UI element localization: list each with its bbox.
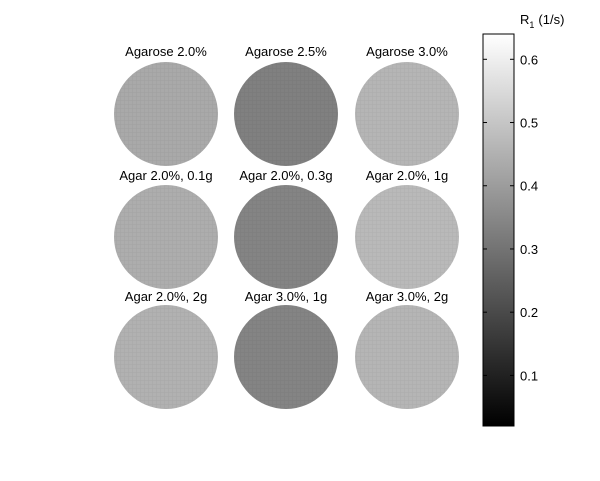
colorbar-tick-label: 0.2 xyxy=(520,305,538,320)
colorbar-tick-label: 0.3 xyxy=(520,242,538,257)
phantom-label: Agar 2.0%, 2g xyxy=(125,289,207,304)
phantom-pixel-texture xyxy=(355,305,459,409)
colorbar-tick-label: 0.4 xyxy=(520,179,538,194)
phantom-label: Agarose 2.0% xyxy=(125,44,207,59)
phantom-panel: Agar 3.0%, 1g xyxy=(234,289,338,409)
phantom-panel: Agar 2.0%, 0.1g xyxy=(114,168,218,289)
colorbar-tick-label: 0.5 xyxy=(520,116,538,131)
phantom-pixel-texture xyxy=(355,185,459,289)
phantom-label: Agar 3.0%, 2g xyxy=(366,289,448,304)
phantom-pixel-texture xyxy=(114,305,218,409)
phantom-panel: Agarose 2.0% xyxy=(114,44,218,166)
phantom-panels: Agarose 2.0% Agarose 2.5% Agarose 3.0% Agar… xyxy=(114,44,459,409)
colorbar-ticks: 0.6 0.5 0.4 0.3 0.2 0.1 xyxy=(483,52,538,383)
phantom-label: Agarose 2.5% xyxy=(245,44,327,59)
colorbar-tick-label: 0.6 xyxy=(520,52,538,67)
colorbar-label: R1 (1/s) xyxy=(520,12,564,30)
phantom-panel: Agarose 3.0% xyxy=(355,44,459,166)
phantom-label: Agarose 3.0% xyxy=(366,44,448,59)
phantom-label: Agar 2.0%, 0.3g xyxy=(239,168,332,183)
colorbar-label-main: R xyxy=(520,12,529,27)
colorbar-tick-label: 0.1 xyxy=(520,368,538,383)
phantom-panel: Agar 2.0%, 2g xyxy=(114,289,218,409)
phantom-pixel-texture xyxy=(114,62,218,166)
phantom-label: Agar 3.0%, 1g xyxy=(245,289,327,304)
colorbar-label-unit: (1/s) xyxy=(538,12,564,27)
phantom-panel: Agar 2.0%, 1g xyxy=(355,168,459,289)
phantom-pixel-texture xyxy=(114,185,218,289)
phantom-label: Agar 2.0%, 1g xyxy=(366,168,448,183)
colorbar: 0.6 0.5 0.4 0.3 0.2 0.1 R1 (1/s) xyxy=(482,12,564,427)
phantom-pixel-texture xyxy=(234,62,338,166)
phantom-panel: Agar 2.0%, 0.3g xyxy=(234,168,338,289)
phantom-pixel-texture xyxy=(355,62,459,166)
phantom-panel: Agarose 2.5% xyxy=(234,44,338,166)
phantom-label: Agar 2.0%, 0.1g xyxy=(119,168,212,183)
colorbar-label-subscript: 1 xyxy=(529,20,534,30)
colorbar-gradient xyxy=(482,33,515,427)
phantom-pixel-texture xyxy=(234,185,338,289)
phantom-pixel-texture xyxy=(234,305,338,409)
phantom-panel: Agar 3.0%, 2g xyxy=(355,289,459,409)
